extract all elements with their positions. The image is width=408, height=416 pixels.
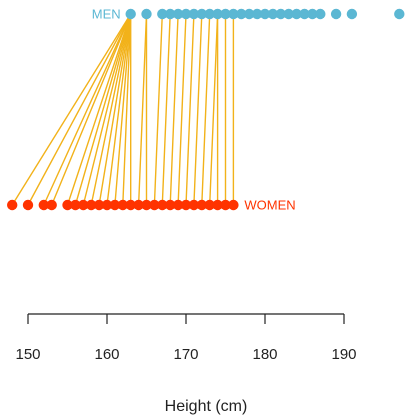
matching-lines <box>12 14 233 205</box>
women-series-label: WOMEN <box>244 198 295 213</box>
x-tick-label: 170 <box>173 346 198 363</box>
men-point <box>126 9 136 19</box>
x-axis-title: Height (cm) <box>165 398 248 415</box>
matching-line <box>178 14 186 205</box>
men-point <box>347 9 357 19</box>
women-point <box>228 200 238 210</box>
matching-line <box>139 14 147 205</box>
men-point <box>394 9 404 19</box>
women-point <box>7 200 17 210</box>
matching-line <box>12 14 131 205</box>
matching-line <box>162 14 170 205</box>
matching-line <box>154 14 162 205</box>
women-point <box>23 200 33 210</box>
men-point <box>141 9 151 19</box>
matching-line <box>170 14 178 205</box>
matching-line <box>68 14 131 205</box>
x-tick-label: 160 <box>94 346 119 363</box>
x-tick-label: 190 <box>331 346 356 363</box>
x-tick-label: 150 <box>15 346 40 363</box>
matching-line <box>194 14 202 205</box>
matching-line <box>210 14 218 205</box>
men-point <box>331 9 341 19</box>
men-series-label: MEN <box>92 7 121 22</box>
x-axis: 150 160 170 180 190 <box>15 314 356 363</box>
women-point <box>47 200 57 210</box>
men-point <box>315 9 325 19</box>
x-tick-label: 180 <box>252 346 277 363</box>
matching-line <box>186 14 194 205</box>
matching-line <box>202 14 210 205</box>
